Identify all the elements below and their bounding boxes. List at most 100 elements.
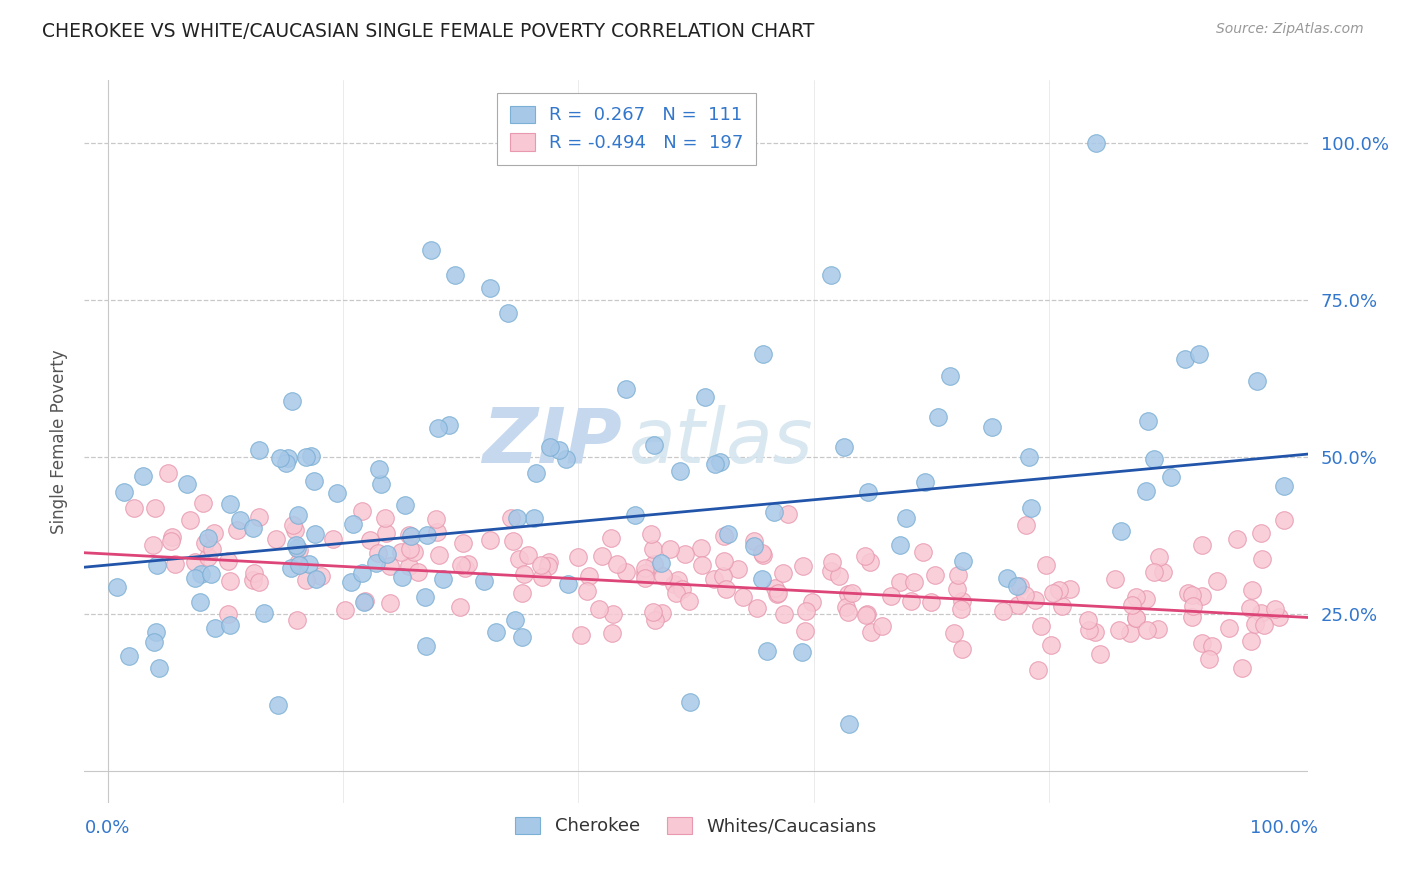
Point [353, 594, 375, 608]
Point [1135, 484, 1157, 499]
Point [427, 421, 450, 435]
Point [305, 572, 328, 586]
Text: CHEROKEE VS WHITE/CAUCASIAN SINGLE FEMALE POVERTY CORRELATION CHART: CHEROKEE VS WHITE/CAUCASIAN SINGLE FEMAL… [42, 22, 814, 41]
Point [326, 485, 349, 500]
Point [367, 461, 389, 475]
Point [398, 559, 420, 574]
Point [1019, 500, 1042, 515]
Point [575, 584, 598, 599]
Point [194, 536, 217, 550]
Point [454, 561, 477, 575]
Point [131, 469, 153, 483]
Point [479, 280, 502, 294]
Point [399, 529, 422, 543]
Point [1246, 374, 1268, 388]
Point [160, 530, 183, 544]
Point [690, 541, 713, 555]
Point [673, 547, 696, 561]
Point [946, 582, 969, 596]
Point [1026, 663, 1049, 677]
Point [1188, 347, 1211, 361]
Point [1268, 610, 1291, 624]
Point [420, 243, 443, 257]
Point [832, 440, 855, 454]
Point [1244, 616, 1267, 631]
Point [599, 531, 621, 545]
Point [792, 559, 814, 574]
Point [889, 538, 911, 552]
Point [1201, 639, 1223, 653]
Point [678, 593, 700, 607]
Point [1250, 552, 1272, 566]
Point [247, 574, 270, 589]
Point [1152, 566, 1174, 580]
Point [643, 557, 665, 571]
Point [742, 540, 765, 554]
Point [640, 527, 662, 541]
Point [1250, 525, 1272, 540]
Point [398, 527, 420, 541]
Point [837, 605, 859, 619]
Point [143, 500, 166, 515]
Point [1029, 619, 1052, 633]
Point [664, 577, 686, 591]
Point [297, 557, 319, 571]
Point [512, 586, 534, 600]
Point [1059, 582, 1081, 596]
Point [763, 581, 786, 595]
Point [389, 545, 412, 559]
Point [1125, 611, 1147, 625]
Point [652, 569, 675, 583]
Point [614, 382, 637, 396]
Point [190, 566, 212, 581]
Point [641, 541, 664, 556]
Point [745, 600, 768, 615]
Point [287, 508, 309, 523]
Point [284, 524, 307, 538]
Point [703, 572, 725, 586]
Point [1264, 602, 1286, 616]
Point [571, 628, 593, 642]
Point [634, 571, 657, 585]
Point [229, 513, 252, 527]
Point [853, 549, 876, 563]
Point [105, 580, 128, 594]
Point [1024, 592, 1046, 607]
Point [641, 605, 664, 619]
Point [146, 558, 169, 572]
Point [359, 533, 381, 548]
Point [716, 582, 738, 596]
Point [538, 441, 561, 455]
Point [1078, 624, 1101, 638]
Point [713, 554, 735, 568]
Point [1239, 600, 1261, 615]
Point [606, 557, 628, 571]
Point [943, 626, 966, 640]
Point [340, 574, 363, 589]
Point [900, 594, 922, 608]
Point [179, 513, 201, 527]
Point [858, 484, 880, 499]
Point [247, 509, 270, 524]
Point [1198, 652, 1220, 666]
Point [176, 476, 198, 491]
Point [1191, 636, 1213, 650]
Point [394, 498, 416, 512]
Point [530, 558, 553, 572]
Point [219, 498, 242, 512]
Point [1014, 588, 1036, 602]
Point [142, 538, 165, 552]
Point [287, 613, 309, 627]
Point [1035, 558, 1057, 573]
Point [894, 510, 917, 524]
Point [184, 571, 207, 585]
Point [1121, 599, 1143, 613]
Point [503, 613, 526, 627]
Point [1241, 583, 1264, 598]
Point [763, 505, 786, 519]
Point [776, 508, 799, 522]
Point [835, 599, 858, 614]
Point [1119, 626, 1142, 640]
Point [624, 508, 647, 523]
Point [727, 562, 749, 576]
